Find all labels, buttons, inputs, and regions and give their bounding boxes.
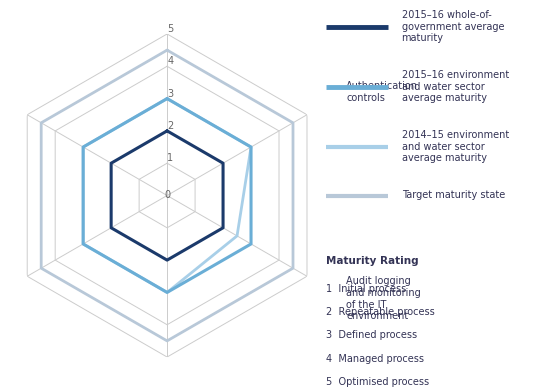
Text: 2014–15 environment
and water sector
average maturity: 2014–15 environment and water sector ave… [402, 130, 509, 163]
Text: 0: 0 [164, 190, 170, 201]
Text: 3  Defined process: 3 Defined process [326, 330, 417, 340]
Text: 2015–16 environment
and water sector
average maturity: 2015–16 environment and water sector ave… [402, 70, 509, 103]
Text: 2015–16 whole-of-
government average
maturity: 2015–16 whole-of- government average mat… [402, 10, 504, 43]
Text: Maturity Rating: Maturity Rating [326, 256, 418, 265]
Text: 1  Initial process: 1 Initial process [326, 284, 406, 294]
Text: Target maturity state: Target maturity state [402, 190, 505, 201]
Text: Audit logging
and monitoring
of the IT
environment: Audit logging and monitoring of the IT e… [346, 276, 421, 321]
Text: 2  Repeatable process: 2 Repeatable process [326, 307, 434, 317]
Text: 4  Managed process: 4 Managed process [326, 353, 424, 364]
Text: Authentication
controls: Authentication controls [346, 81, 418, 103]
Text: 5  Optimised process: 5 Optimised process [326, 377, 429, 387]
